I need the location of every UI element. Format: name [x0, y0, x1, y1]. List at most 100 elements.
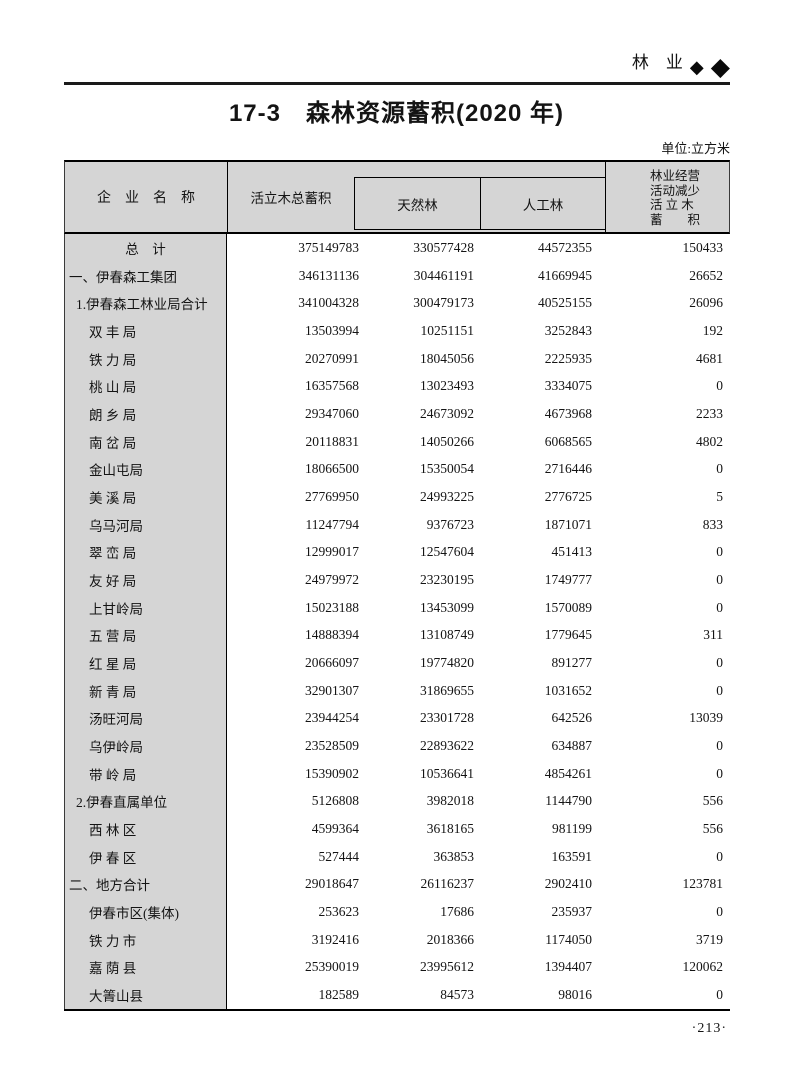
table-row: 双 丰 局 13503994 10251151 3252843 192	[64, 317, 730, 345]
col-header-total-standing-stock: 活立木总蓄积	[250, 191, 332, 206]
cell-planted-forest: 1174050	[545, 931, 592, 947]
cell-forestry-decrease: 833	[702, 516, 723, 532]
cell-total-standing-stock: 24979972	[305, 571, 359, 587]
cell-forestry-decrease: 0	[716, 903, 723, 919]
cell-natural-forest: 9376723	[426, 516, 474, 532]
col-header-decrease-line: 活动减少	[650, 183, 701, 198]
row-label: 上甘岭局	[64, 593, 227, 622]
row-label: 美 溪 局	[64, 483, 227, 511]
row-label: 嘉 荫 县	[64, 953, 227, 982]
cell-forestry-decrease: 2233	[696, 405, 723, 421]
table-row: 伊春市区(集体) 253623 17686 235937 0	[64, 898, 730, 926]
col-header-enterprise-name: 企 业 名 称	[65, 162, 228, 232]
cell-forestry-decrease: 311	[703, 627, 723, 643]
cell-forestry-decrease: 0	[716, 571, 723, 587]
table-row: 南 岔 局 20118831 14050266 6068565 4802	[64, 427, 730, 456]
cell-total-standing-stock: 3192416	[311, 931, 359, 947]
table-row: 嘉 荫 县 25390019 23995612 1394407 120062	[64, 953, 730, 982]
unit-note: 单位:立方米	[661, 141, 730, 156]
cell-forestry-decrease: 192	[702, 322, 723, 338]
cell-planted-forest: 1570089	[544, 599, 592, 615]
cell-planted-forest: 3252843	[544, 322, 592, 338]
cell-planted-forest: 163591	[551, 848, 593, 864]
cell-natural-forest: 26116237	[420, 876, 475, 892]
cell-forestry-decrease: 5	[716, 488, 723, 504]
table-row: 大箐山县 182589 84573 98016 0	[64, 981, 730, 1009]
cell-forestry-decrease: 4681	[696, 350, 723, 366]
cell-total-standing-stock: 527444	[318, 848, 360, 864]
cell-forestry-decrease: 26652	[689, 267, 723, 283]
cell-planted-forest: 1871071	[544, 516, 592, 532]
cell-total-standing-stock: 15023188	[305, 599, 359, 615]
cell-forestry-decrease: 556	[702, 820, 723, 836]
cell-planted-forest: 2776725	[544, 488, 592, 504]
table-row: 朗 乡 局 29347060 24673092 4673968 2233	[64, 400, 730, 428]
row-label: 桃 山 局	[64, 372, 227, 401]
masthead-rule	[64, 82, 730, 85]
col-header-decrease-line: 蓄 积	[650, 212, 701, 227]
row-label: 西 林 区	[64, 815, 227, 843]
cell-natural-forest: 3618165	[426, 820, 474, 836]
cell-forestry-decrease: 556	[702, 793, 723, 809]
cell-forestry-decrease: 0	[716, 848, 723, 864]
cell-total-standing-stock: 20270991	[305, 350, 359, 366]
cell-total-standing-stock: 29018647	[305, 876, 359, 892]
row-label: 一、伊春森工集团	[64, 261, 227, 290]
cell-planted-forest: 2225935	[544, 350, 592, 366]
table-row: 新 青 局 32901307 31869655 1031652 0	[64, 676, 730, 705]
table-row: 一、伊春森工集团 346131136 304461191 41669945 26…	[64, 261, 730, 290]
cell-planted-forest: 451413	[551, 544, 593, 560]
cell-natural-forest: 304461191	[413, 267, 474, 283]
cell-total-standing-stock: 4599364	[311, 820, 359, 836]
diamond-icon: ◆	[710, 54, 730, 81]
row-label: 双 丰 局	[64, 317, 227, 345]
table-row: 乌马河局 11247794 9376723 1871071 833	[64, 510, 730, 539]
table-row: 伊 春 区 527444 363853 163591 0	[64, 842, 730, 871]
cell-natural-forest: 19774820	[420, 654, 474, 670]
cell-total-standing-stock: 29347060	[305, 405, 359, 421]
cell-total-standing-stock: 27769950	[305, 488, 359, 504]
table-row: 二、地方合计 29018647 26116237 2902410 123781	[64, 870, 730, 899]
cell-natural-forest: 363853	[433, 848, 475, 864]
table-row: 汤旺河局 23944254 23301728 642526 13039	[64, 704, 730, 733]
row-label: 五 营 局	[64, 621, 227, 650]
row-label: 红 星 局	[64, 649, 227, 677]
cell-planted-forest: 981199	[552, 820, 592, 836]
table-row: 1.伊春森工林业局合计 341004328 300479173 40525155…	[64, 289, 730, 318]
cell-total-standing-stock: 25390019	[305, 959, 359, 975]
row-label: 带 岭 局	[64, 759, 227, 788]
row-label: 1.伊春森工林业局合计	[64, 289, 227, 318]
row-label: 友 好 局	[64, 566, 227, 594]
cell-total-standing-stock: 13503994	[305, 322, 359, 338]
col-header-decrease-line: 林业经营	[650, 169, 701, 183]
cell-natural-forest: 13023493	[420, 378, 474, 394]
cell-natural-forest: 3982018	[426, 793, 474, 809]
cell-natural-forest: 24993225	[420, 488, 474, 504]
page-number: ·213·	[691, 1021, 727, 1036]
cell-natural-forest: 14050266	[420, 433, 474, 449]
diamond-icon: ◆	[689, 57, 704, 77]
table-row: 带 岭 局 15390902 10536641 4854261 0	[64, 759, 730, 788]
cell-forestry-decrease: 0	[716, 544, 723, 560]
row-label: 2.伊春直属单位	[64, 787, 227, 816]
cell-natural-forest: 17686	[440, 903, 474, 919]
cell-natural-forest: 23230195	[420, 571, 474, 587]
cell-total-standing-stock: 15390902	[305, 765, 359, 781]
table-row: 总 计 375149783 330577428 44572355 150433	[64, 234, 730, 262]
table-row: 乌伊岭局 23528509 22893622 634887 0	[64, 732, 730, 760]
cell-forestry-decrease: 13039	[689, 710, 723, 726]
cell-natural-forest: 18045056	[420, 350, 474, 366]
table-row: 铁 力 市 3192416 2018366 1174050 3719	[64, 925, 730, 954]
table-row: 2.伊春直属单位 5126808 3982018 1144790 556	[64, 787, 730, 816]
cell-planted-forest: 44572355	[538, 239, 592, 255]
table-row: 美 溪 局 27769950 24993225 2776725 5	[64, 483, 730, 511]
cell-forestry-decrease: 0	[716, 378, 723, 394]
forest-stock-table: 企 业 名 称 活立木总蓄积 天然林 人工林 林业经营 活动减少 活 立 木 蓄…	[64, 160, 730, 1011]
cell-planted-forest: 98016	[558, 986, 592, 1002]
section-label: 林 业	[631, 53, 683, 72]
cell-natural-forest: 2018366	[426, 931, 474, 947]
table-body: 总 计 375149783 330577428 44572355 150433 …	[64, 234, 730, 1011]
col-header-planted-forest: 人工林	[481, 177, 605, 230]
cell-total-standing-stock: 23944254	[305, 710, 359, 726]
cell-total-standing-stock: 14888394	[305, 627, 359, 643]
